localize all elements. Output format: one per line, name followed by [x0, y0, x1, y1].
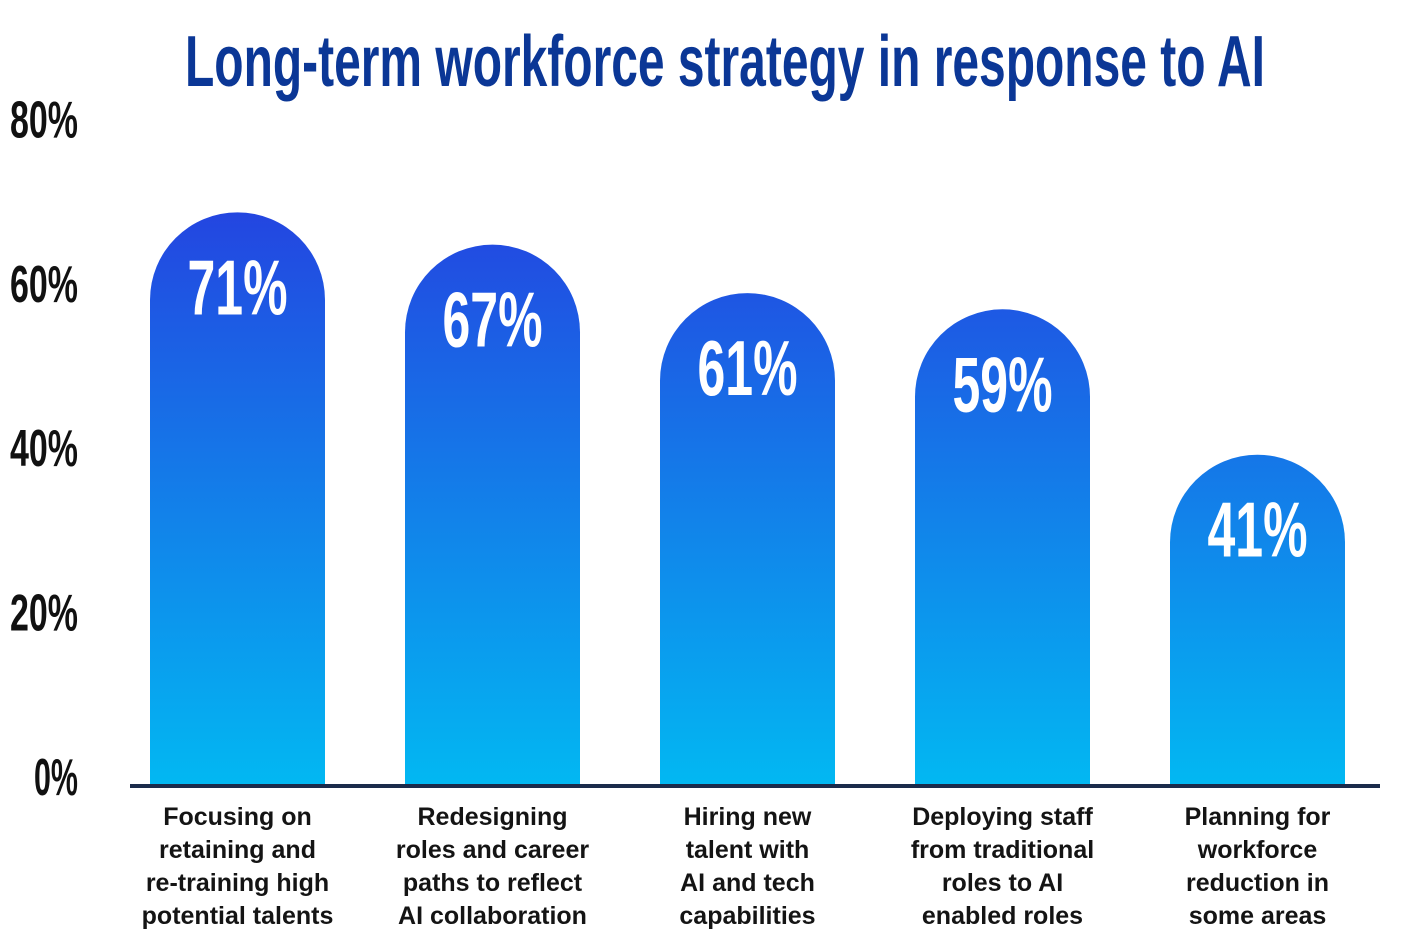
data-label: 59% [953, 340, 1053, 428]
x-tick-label: re-training high [146, 869, 329, 897]
bar [150, 212, 325, 786]
x-tick-label: paths to reflect [403, 869, 583, 897]
x-tick-label: roles and career [396, 836, 589, 864]
bar [660, 293, 835, 786]
x-tick-label: enabled roles [922, 902, 1083, 930]
x-tick-label: reduction in [1186, 869, 1329, 897]
y-tick-label: 40% [10, 420, 78, 478]
x-axis-labels: Focusing on retaining and re-training high… [142, 803, 1331, 930]
x-tick-label: some areas [1189, 902, 1327, 930]
bar [1170, 454, 1345, 786]
x-tick-label: Deploying staff [912, 803, 1093, 831]
data-label: 41% [1208, 486, 1308, 574]
x-tick-label: AI and tech [680, 869, 815, 897]
x-tick-label: talent with [686, 836, 810, 864]
chart-title: Long-term workforce strategy in response… [185, 22, 1265, 102]
x-tick-label: retaining and [159, 836, 316, 864]
x-tick-label: workforce [1197, 836, 1318, 864]
x-tick-label: potential talents [142, 902, 334, 930]
bar [915, 309, 1090, 786]
y-tick-label: 20% [10, 585, 78, 643]
bar [405, 244, 580, 786]
x-tick-label: AI collaboration [398, 902, 587, 930]
data-label: 61% [698, 324, 798, 412]
y-axis: 0% 20% 40% 60% 80% [10, 91, 78, 807]
y-tick-label: 0% [34, 749, 78, 807]
x-tick-label: roles to AI [942, 869, 1063, 897]
data-label: 67% [443, 276, 543, 364]
x-tick-label: Hiring new [684, 803, 812, 831]
x-tick-label: Focusing on [163, 803, 312, 831]
y-tick-label: 60% [10, 256, 78, 314]
x-tick-label: capabilities [679, 902, 815, 930]
x-tick-label: Planning for [1185, 803, 1331, 831]
x-tick-label: Redesigning [417, 803, 567, 831]
x-tick-label: from traditional [911, 836, 1094, 864]
bars: 71% 67% 61% 59% 41% [150, 212, 1345, 786]
y-tick-label: 80% [10, 91, 78, 149]
data-label: 71% [188, 243, 288, 331]
